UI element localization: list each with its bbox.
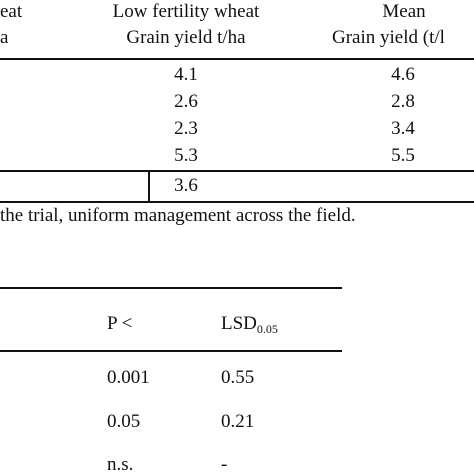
mean-header-line2: Grain yield (t/l [332, 27, 445, 48]
table1-mean-cell-divider [148, 172, 150, 202]
low-fertility-header-line1: Low fertility wheat [112, 1, 260, 22]
table2-row-p: 0.05 [107, 411, 141, 432]
table1-row-low: 5.3 [174, 145, 198, 166]
table2-row-lsd: - [221, 454, 228, 475]
table1-header-left-line2: a [0, 27, 9, 48]
table1-row-low: 4.1 [174, 64, 198, 85]
table2-row-p: 0.001 [107, 367, 150, 388]
table-footnote: the trial, uniform management across the… [0, 205, 356, 226]
table1-row-mean: 4.6 [391, 64, 415, 85]
table2-top-rule [0, 287, 342, 289]
mean-header-line1: Mean [382, 1, 426, 22]
table1-header-left-line1: eat [0, 1, 23, 22]
table1-row-low: 2.6 [174, 91, 198, 112]
table1-row-mean: 2.8 [391, 91, 415, 112]
table1-header-rule [0, 58, 474, 60]
table1-row-low: 2.3 [174, 118, 198, 139]
table1-body-rule [0, 170, 474, 172]
table2-header-rule [0, 350, 342, 352]
table2-row-lsd: 0.55 [221, 367, 255, 388]
table1-bottom-rule [0, 201, 474, 203]
low-fertility-header-line2: Grain yield t/ha [126, 27, 246, 48]
lsd-header-subscript: 0.05 [256, 322, 278, 336]
table1-mean-row-low: 3.6 [174, 175, 198, 196]
table2-row-p: n.s. [107, 454, 134, 475]
p-value-header: P < [107, 313, 133, 334]
lsd-header-main: LSD [221, 313, 257, 334]
lsd-header: LSD0.05 [221, 313, 278, 335]
table1-row-mean: 5.5 [391, 145, 415, 166]
table1-row-mean: 3.4 [391, 118, 415, 139]
table2-row-lsd: 0.21 [221, 411, 255, 432]
